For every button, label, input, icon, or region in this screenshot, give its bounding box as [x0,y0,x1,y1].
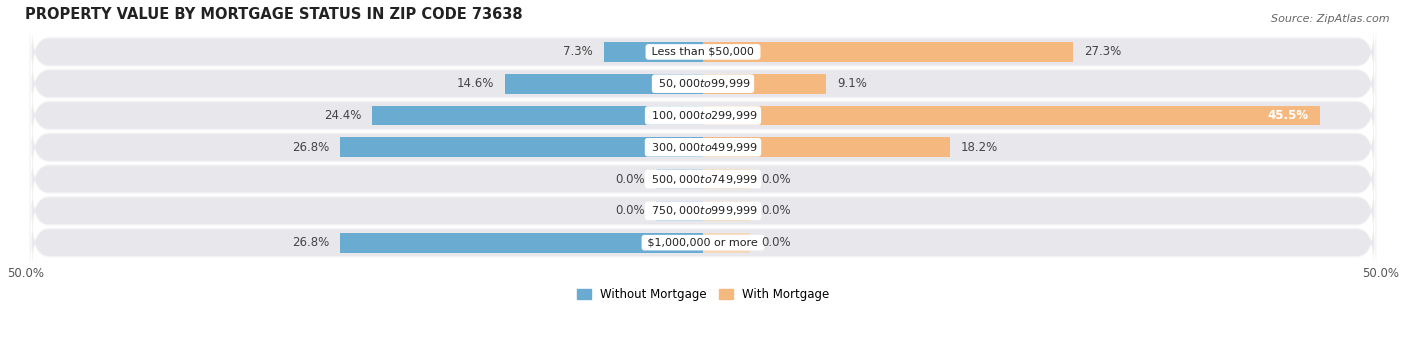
Text: PROPERTY VALUE BY MORTGAGE STATUS IN ZIP CODE 73638: PROPERTY VALUE BY MORTGAGE STATUS IN ZIP… [25,7,523,22]
Text: 0.0%: 0.0% [761,173,792,186]
Legend: Without Mortgage, With Mortgage: Without Mortgage, With Mortgage [572,284,834,306]
Text: $100,000 to $299,999: $100,000 to $299,999 [648,109,758,122]
Text: 7.3%: 7.3% [564,45,593,58]
Text: 9.1%: 9.1% [837,77,868,90]
FancyBboxPatch shape [30,19,1376,85]
Bar [703,74,827,93]
Bar [505,74,703,93]
Text: 18.2%: 18.2% [960,141,998,154]
Text: 26.8%: 26.8% [291,236,329,249]
Bar [703,233,751,253]
Text: Less than $50,000: Less than $50,000 [648,47,758,57]
Text: $1,000,000 or more: $1,000,000 or more [644,238,762,248]
FancyBboxPatch shape [30,83,1376,148]
Bar [703,106,1320,125]
Bar [703,201,751,221]
Bar [605,42,703,62]
Text: 0.0%: 0.0% [614,204,645,217]
FancyBboxPatch shape [32,59,1374,108]
FancyBboxPatch shape [30,210,1376,276]
FancyBboxPatch shape [32,27,1374,77]
Bar [373,106,703,125]
Text: 24.4%: 24.4% [325,109,361,122]
FancyBboxPatch shape [30,51,1376,116]
Text: $50,000 to $99,999: $50,000 to $99,999 [655,77,751,90]
FancyBboxPatch shape [30,178,1376,243]
Text: 45.5%: 45.5% [1268,109,1309,122]
Bar [703,42,1073,62]
Bar [340,233,703,253]
Bar [703,137,949,157]
Text: Source: ZipAtlas.com: Source: ZipAtlas.com [1271,14,1389,24]
FancyBboxPatch shape [30,115,1376,180]
Text: $300,000 to $499,999: $300,000 to $499,999 [648,141,758,154]
FancyBboxPatch shape [32,186,1374,236]
Text: 0.0%: 0.0% [614,173,645,186]
Text: $500,000 to $749,999: $500,000 to $749,999 [648,173,758,186]
Bar [703,169,751,189]
Text: $750,000 to $999,999: $750,000 to $999,999 [648,204,758,217]
Bar [655,201,703,221]
Text: 26.8%: 26.8% [291,141,329,154]
FancyBboxPatch shape [32,218,1374,267]
Bar [340,137,703,157]
FancyBboxPatch shape [32,154,1374,204]
Text: 14.6%: 14.6% [457,77,495,90]
Bar [655,169,703,189]
FancyBboxPatch shape [32,122,1374,172]
FancyBboxPatch shape [30,146,1376,212]
Text: 27.3%: 27.3% [1084,45,1121,58]
Text: 0.0%: 0.0% [761,236,792,249]
Text: 0.0%: 0.0% [761,204,792,217]
FancyBboxPatch shape [32,91,1374,140]
